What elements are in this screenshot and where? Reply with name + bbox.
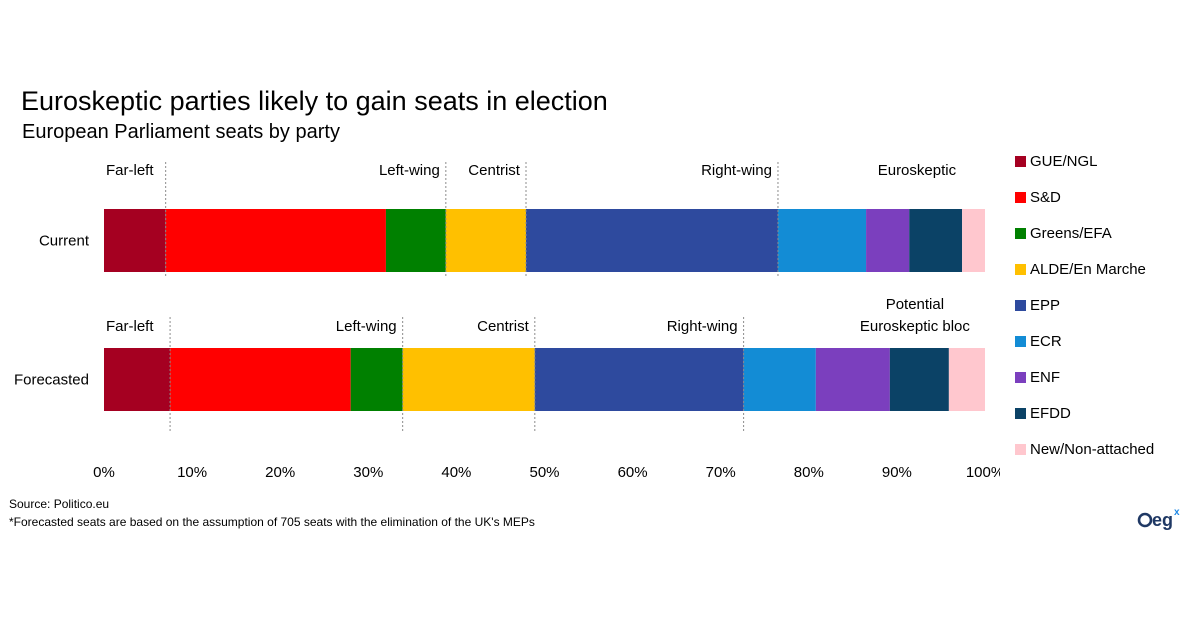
bars-layer [104, 209, 985, 411]
stacked-bar-chart: Far-left Left-wing Centrist Right-wing Euros… [14, 162, 1000, 481]
legend-swatch [1015, 407, 1026, 419]
chart-subtitle: European Parliament seats by party [22, 121, 340, 143]
bar-current-efdd [909, 209, 963, 272]
bar-current-enf [866, 209, 910, 272]
legend-item-ecr: ECR [1015, 323, 1154, 359]
bar-current-s-d [165, 209, 386, 272]
category-label-current: Current [39, 233, 90, 250]
bar-current-alde-en-marche [445, 209, 526, 272]
bloc-label-forecasted-far-left: Far-left [106, 318, 154, 335]
legend-label: ENF [1030, 368, 1060, 386]
bloc-label-forecasted-left-wing: Left-wing [336, 318, 397, 335]
bar-forecasted-enf [815, 348, 890, 411]
category-labels: Current Forecasted [14, 233, 90, 389]
legend-label: New/Non-attached [1030, 440, 1155, 458]
legend-swatch [1015, 227, 1026, 239]
legend-swatch [1015, 335, 1026, 347]
x-tick-label: 60% [618, 464, 648, 481]
legend-swatch [1015, 443, 1026, 455]
bloc-label-current-left-wing: Left-wing [379, 162, 440, 179]
legend-label: EPP [1030, 296, 1061, 314]
x-tick-label: 50% [529, 464, 559, 481]
bloc-label-current-euroskeptic: Euroskeptic [878, 162, 957, 179]
category-label-forecasted: Forecasted [14, 372, 89, 389]
x-tick-label: 90% [882, 464, 912, 481]
bar-forecasted-efdd [889, 348, 949, 411]
bar-current-greens-efa [385, 209, 446, 272]
bar-current-ecr [777, 209, 867, 272]
legend-item-efdd: EFDD [1015, 395, 1154, 431]
legend-swatch [1015, 191, 1026, 203]
bloc-label-current-far-left: Far-left [106, 162, 154, 179]
legend-item-gue-ngl: GUE/NGL [1015, 143, 1154, 179]
legend-label: ECR [1030, 332, 1062, 350]
legend-item-s-d: S&D [1015, 179, 1154, 215]
legend-item-enf: ENF [1015, 359, 1154, 395]
x-tick-label: 70% [706, 464, 736, 481]
bloc-label-current-centrist: Centrist [468, 162, 521, 179]
bar-forecasted-greens-efa [350, 348, 403, 411]
legend-swatch [1015, 263, 1026, 275]
legend-label: S&D [1030, 188, 1061, 206]
legend-label: GUE/NGL [1030, 152, 1098, 170]
logo-text: eg [1152, 510, 1173, 530]
source-note: Source: Politico.eu [9, 497, 110, 511]
bar-forecasted-ecr [743, 348, 816, 411]
x-tick-label: 40% [441, 464, 471, 481]
x-tick-label: 80% [794, 464, 824, 481]
legend-label: ALDE/En Marche [1030, 260, 1146, 278]
legend-item-epp: EPP [1015, 287, 1154, 323]
bar-forecasted-new-non-attached [948, 348, 985, 411]
legend-swatch [1015, 299, 1026, 311]
legend: GUE/NGL S&D Greens/EFA ALDE/En Marche EPP ECR… [1015, 143, 1154, 467]
bar-forecasted-s-d [170, 348, 351, 411]
legend-item-alde-en-marche: ALDE/En Marche [1015, 251, 1154, 287]
bar-current-gue-ngl [104, 209, 166, 272]
legend-label: EFDD [1030, 404, 1071, 422]
legend-swatch [1015, 155, 1026, 167]
bar-forecasted-epp [534, 348, 744, 411]
bloc-label-current-right-wing: Right-wing [701, 162, 772, 179]
bloc-label-forecasted-right-wing: Right-wing [667, 318, 738, 335]
logo-ring-icon [1137, 512, 1153, 528]
bar-current-epp [525, 209, 778, 272]
legend-item-new-non-attached: New/Non-attached [1015, 431, 1154, 467]
x-tick-label: 0% [93, 464, 115, 481]
bar-current-new-non-attached [962, 209, 985, 272]
logo-superscript: x [1174, 507, 1180, 518]
x-tick-label: 10% [177, 464, 207, 481]
bar-forecasted-gue-ngl [104, 348, 171, 411]
dividers-layer [165, 162, 779, 431]
legend-label: Greens/EFA [1030, 224, 1112, 242]
x-tick-label: 20% [265, 464, 295, 481]
x-tick-label: 30% [353, 464, 383, 481]
x-tick-label: 100% [966, 464, 1000, 481]
egx-logo: eg x [1137, 507, 1180, 530]
legend-swatch [1015, 371, 1026, 383]
footnote: *Forecasted seats are based on the assum… [9, 515, 535, 529]
bloc-label-forecasted-potential-euroskeptic-bloc: Potential Euroskeptic bloc [860, 296, 971, 335]
legend-item-greens-efa: Greens/EFA [1015, 215, 1154, 251]
chart-title: Euroskeptic parties likely to gain seats… [21, 86, 608, 116]
bloc-label-forecasted-centrist: Centrist [477, 318, 530, 335]
bar-forecasted-alde-en-marche [402, 348, 535, 411]
x-axis-ticks: 0% 10% 20% 30% 40% 50% 60% 70% 80% 90% 100% [93, 464, 1000, 481]
annotations-layer: Far-left Left-wing Centrist Right-wing Euros… [106, 162, 970, 335]
